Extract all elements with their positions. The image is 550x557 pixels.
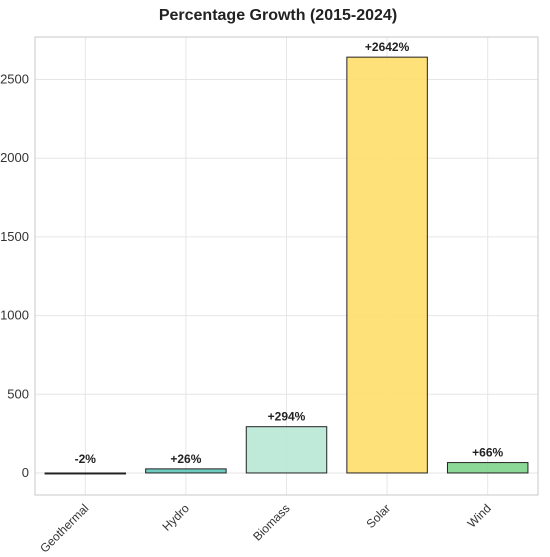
y-tick-label: 500 bbox=[7, 386, 29, 401]
y-tick-label: 2000 bbox=[0, 150, 29, 165]
data-label: +294% bbox=[268, 410, 306, 424]
bar-hydro bbox=[145, 468, 227, 474]
bar-wind bbox=[446, 462, 529, 474]
plot-frame bbox=[34, 36, 539, 496]
data-label: +26% bbox=[170, 452, 201, 466]
bars bbox=[44, 56, 529, 475]
x-axis-ticks: Geothermal Hydro Biomass Solar Wind bbox=[37, 501, 494, 555]
y-tick-label: 1000 bbox=[0, 308, 29, 323]
x-tick-label: Hydro bbox=[159, 501, 192, 534]
bar-solar bbox=[346, 56, 428, 474]
bar-geothermal bbox=[44, 472, 127, 475]
data-label: -2% bbox=[75, 452, 97, 466]
x-tick-label: Biomass bbox=[250, 501, 292, 543]
x-tick-label: Wind bbox=[465, 501, 494, 530]
y-tick-label: 0 bbox=[22, 465, 29, 480]
data-label: +2642% bbox=[365, 40, 410, 54]
y-tick-label: 1500 bbox=[0, 229, 29, 244]
data-label: +66% bbox=[472, 446, 503, 460]
x-tick-label: Solar bbox=[364, 501, 394, 531]
data-labels: -2% +26% +294% +2642% +66% bbox=[75, 40, 504, 466]
chart-title: Percentage Growth (2015-2024) bbox=[159, 7, 397, 24]
y-tick-label: 2500 bbox=[0, 71, 29, 86]
bar-biomass bbox=[245, 426, 328, 474]
x-tick-label: Geothermal bbox=[37, 501, 91, 555]
y-axis-ticks: 0 500 1000 1500 2000 2500 bbox=[0, 71, 29, 479]
